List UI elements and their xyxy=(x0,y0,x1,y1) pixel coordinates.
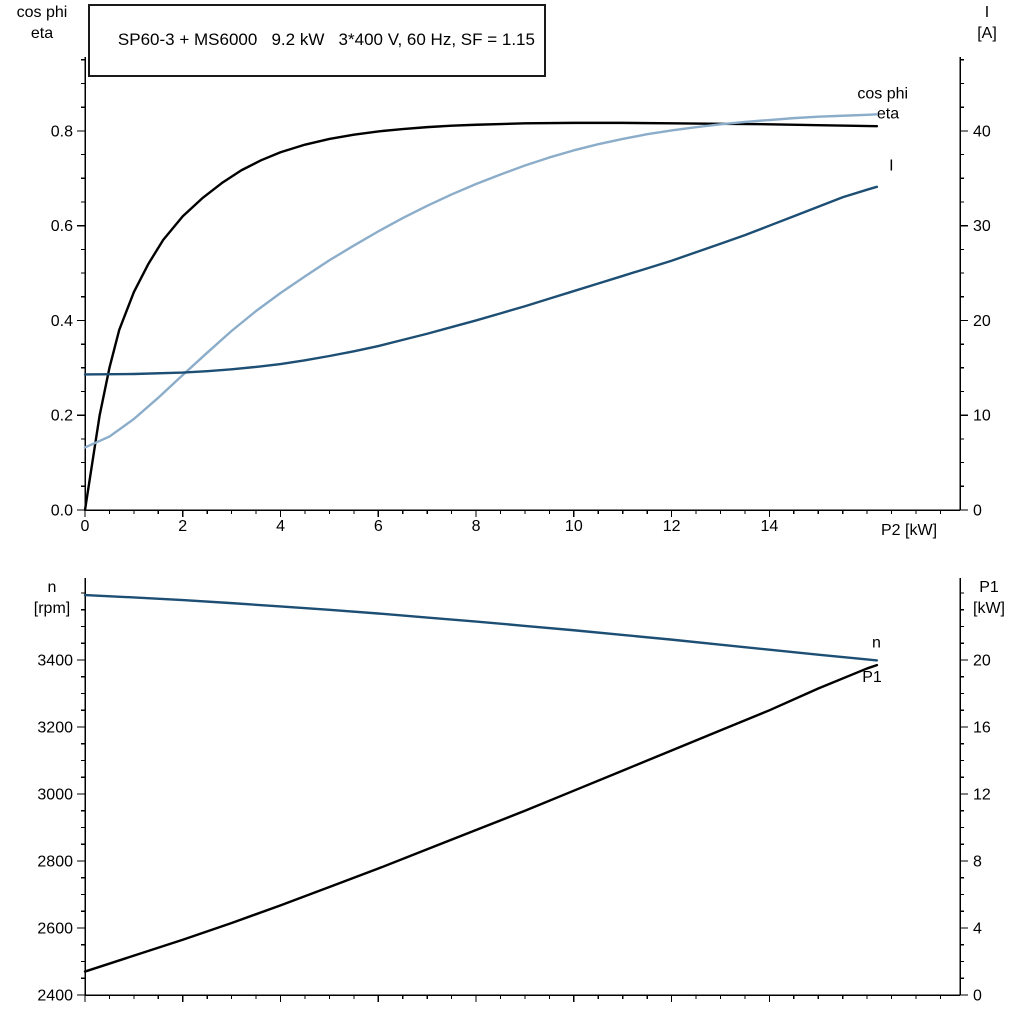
x-tick-label: 0 xyxy=(81,518,90,535)
left-tick-label: 3000 xyxy=(37,787,73,804)
right-axis-title: P1 xyxy=(979,579,999,596)
right-tick-label: 10 xyxy=(973,408,991,425)
left-tick-label: 0.8 xyxy=(51,123,73,140)
series-curve-eta xyxy=(83,121,879,512)
x-tick-label: 2 xyxy=(178,518,187,535)
left-axis-title: cos phi xyxy=(17,4,68,21)
left-tick-label: 0.0 xyxy=(51,503,73,520)
right-tick-label: 20 xyxy=(973,653,991,670)
series-label-I: I xyxy=(889,158,893,175)
right-tick-label: 16 xyxy=(973,720,991,737)
series-label-eta: eta xyxy=(877,106,899,123)
x-tick-label: 10 xyxy=(565,518,583,535)
left-tick-label: 2600 xyxy=(37,921,73,938)
left-tick-label: 3400 xyxy=(37,653,73,670)
series-label-P1: P1 xyxy=(862,669,882,686)
left-tick-label: 0.4 xyxy=(51,313,73,330)
chart-title-text: SP60-3 + MS6000 9.2 kW 3*400 V, 60 Hz, S… xyxy=(117,30,535,49)
right-tick-label: 12 xyxy=(973,787,991,804)
left-tick-label: 0.6 xyxy=(51,218,73,235)
right-tick-label: 8 xyxy=(973,854,982,871)
series-curve-P1 xyxy=(83,663,879,973)
left-axis-title: n xyxy=(48,579,57,596)
right-axis-title: [A] xyxy=(977,25,997,42)
chart-motor-electrical: 0 2 4 6 8 10 12 14 0.0 0.2 0.4 0.6 0.8 0 10 20 30 40 cos p… xyxy=(17,4,997,539)
series-curve-I xyxy=(83,185,879,376)
series-curve-n xyxy=(83,593,879,662)
x-axis-title: P2 [kW] xyxy=(881,522,937,539)
series-label-cos-phi: cos phi xyxy=(857,86,908,103)
x-tick-label: 12 xyxy=(663,518,681,535)
x-tick-label: 8 xyxy=(472,518,481,535)
chart-speed-power: 2400 2600 2800 3000 3200 3400 0 4 8 12 16 20 n [rpm] P… xyxy=(34,578,1005,1005)
left-tick-label: 0.2 xyxy=(51,408,73,425)
chart-title-box: SP60-3 + MS6000 9.2 kW 3*400 V, 60 Hz, S… xyxy=(88,4,546,77)
right-tick-label: 40 xyxy=(973,123,991,140)
right-tick-label: 4 xyxy=(973,921,982,938)
series-label-n: n xyxy=(872,634,881,651)
right-axis-title: I xyxy=(985,4,989,21)
right-tick-label: 0 xyxy=(973,503,982,520)
right-tick-label: 20 xyxy=(973,313,991,330)
x-tick-label: 4 xyxy=(276,518,285,535)
left-tick-label: 3200 xyxy=(37,720,73,737)
left-axis-title: [rpm] xyxy=(34,600,70,617)
left-axis-title: eta xyxy=(31,25,53,42)
left-tick-label: 2800 xyxy=(37,854,73,871)
right-tick-label: 30 xyxy=(973,218,991,235)
right-axis-title: [kW] xyxy=(973,600,1005,617)
right-tick-label: 0 xyxy=(973,988,982,1005)
x-tick-label: 14 xyxy=(760,518,778,535)
series-curve-cos-phi xyxy=(83,113,879,449)
x-tick-label: 6 xyxy=(374,518,383,535)
left-tick-label: 2400 xyxy=(37,988,73,1005)
